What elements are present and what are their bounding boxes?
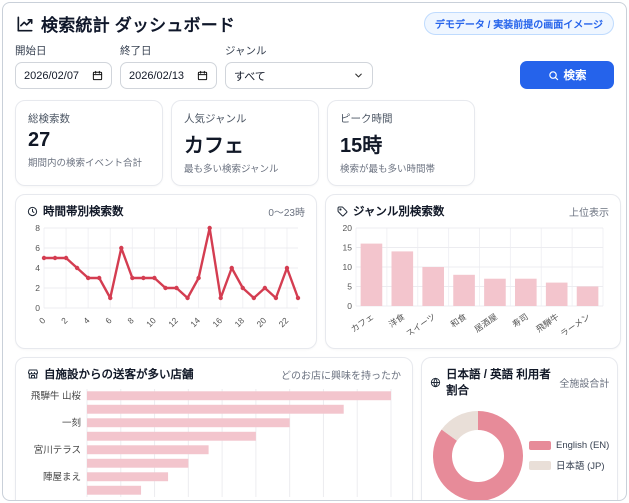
svg-text:洋食: 洋食 bbox=[387, 311, 407, 329]
genre-label: ジャンル bbox=[225, 45, 267, 57]
svg-text:ラーメン: ラーメン bbox=[558, 311, 591, 335]
filter-bar: 開始日 2026/02/07 終了日 2026/02/13 ジャンル すべて bbox=[15, 43, 614, 89]
chevron-down-icon bbox=[353, 70, 364, 81]
stat-card-popular-genre: 人気ジャンル カフェ 最も多い検索ジャンル bbox=[171, 100, 319, 186]
svg-text:20: 20 bbox=[255, 315, 269, 329]
donut-legend-swatch bbox=[529, 441, 551, 450]
svg-text:寿司: 寿司 bbox=[510, 311, 530, 329]
svg-text:2: 2 bbox=[59, 315, 70, 326]
store-icon bbox=[27, 368, 39, 380]
legend-label: 日本語 (JP) bbox=[556, 461, 605, 472]
start-date-input[interactable]: 2026/02/07 bbox=[15, 62, 112, 89]
svg-text:0: 0 bbox=[347, 301, 352, 311]
stat-caption: 検索が最も多い時間帯 bbox=[340, 164, 436, 175]
svg-text:2: 2 bbox=[35, 283, 40, 293]
svg-text:14: 14 bbox=[188, 315, 202, 329]
language-ratio-card: 日本語 / 英語 利用者割合 全施設合計 English (EN) 日本語 (J… bbox=[421, 357, 619, 500]
page-title: 検索統計 ダッシュボード bbox=[41, 16, 236, 35]
tag-icon bbox=[337, 206, 348, 217]
stat-value: 15時 bbox=[340, 135, 383, 157]
chart-subtitle: 上位表示 bbox=[569, 207, 609, 219]
svg-text:飛騨牛 山桜: 飛騨牛 山桜 bbox=[31, 390, 82, 402]
svg-text:宮川テラス: 宮川テラス bbox=[34, 444, 81, 456]
language-donut-chart bbox=[433, 411, 523, 500]
svg-text:6: 6 bbox=[35, 243, 40, 253]
legend-label: English (EN) bbox=[556, 440, 610, 451]
stat-value: 27 bbox=[28, 129, 51, 151]
svg-text:20: 20 bbox=[343, 223, 353, 233]
chart-subtitle: 0〜23時 bbox=[268, 207, 305, 219]
chart-title: ジャンル別検索数 bbox=[353, 206, 445, 218]
svg-text:一刻: 一刻 bbox=[62, 417, 81, 429]
globe-icon bbox=[430, 377, 441, 388]
chart-title: 自施設からの送客が多い店舗 bbox=[44, 369, 194, 381]
start-date-label: 開始日 bbox=[15, 45, 47, 57]
end-date-label: 終了日 bbox=[120, 45, 152, 57]
search-button-label: 検索 bbox=[563, 70, 587, 82]
svg-text:4: 4 bbox=[35, 263, 40, 273]
svg-text:スイーツ: スイーツ bbox=[404, 311, 437, 335]
end-date-input[interactable]: 2026/02/13 bbox=[120, 62, 217, 89]
line-chart-icon bbox=[15, 14, 35, 34]
bottom-row: 自施設からの送客が多い店舗 どのお店に興味を持ったか 0510152025303… bbox=[15, 357, 619, 500]
chart-subtitle: どのお店に興味を持ったか bbox=[281, 370, 401, 382]
stat-caption: 期間内の検索イベント合計 bbox=[28, 158, 143, 169]
legend-item-en: English (EN) bbox=[529, 440, 609, 451]
stat-card-total-searches: 総検索数 27 期間内の検索イベント合計 bbox=[15, 100, 163, 186]
calendar-icon[interactable] bbox=[92, 70, 103, 81]
svg-text:16: 16 bbox=[210, 315, 224, 329]
stat-cards: 総検索数 27 期間内の検索イベント合計 人気ジャンル カフェ 最も多い検索ジャ… bbox=[15, 100, 614, 186]
referral-shops-card: 自施設からの送客が多い店舗 どのお店に興味を持ったか 0510152025303… bbox=[15, 357, 413, 500]
svg-text:0: 0 bbox=[37, 315, 48, 326]
svg-text:15: 15 bbox=[343, 243, 353, 253]
hourly-searches-card: 時間帯別検索数 0〜23時 0 2 4 6 8 10 12 14 16 18 20 22 0 2 4 6 8 bbox=[15, 194, 317, 349]
search-icon bbox=[548, 70, 559, 81]
legend-item-jp: 日本語 (JP) bbox=[529, 458, 609, 472]
svg-text:22: 22 bbox=[277, 315, 291, 329]
svg-text:10: 10 bbox=[343, 262, 353, 272]
chart-title: 時間帯別検索数 bbox=[43, 206, 124, 218]
svg-text:8: 8 bbox=[125, 315, 136, 326]
stat-label: 総検索数 bbox=[28, 113, 70, 125]
start-date-value: 2026/02/07 bbox=[24, 69, 80, 82]
end-date-value: 2026/02/13 bbox=[129, 69, 185, 82]
svg-text:和食: 和食 bbox=[449, 311, 469, 329]
svg-text:0: 0 bbox=[35, 303, 40, 313]
demo-data-badge: デモデータ / 実装前提の画面イメージ bbox=[423, 12, 614, 35]
donut-legend-swatch bbox=[529, 460, 551, 470]
svg-text:12: 12 bbox=[166, 315, 180, 329]
stat-label: ピーク時間 bbox=[340, 113, 393, 125]
clock-icon bbox=[27, 206, 38, 217]
donut-legend: English (EN) 日本語 (JP) bbox=[529, 440, 609, 472]
stat-value: カフェ bbox=[184, 135, 244, 157]
topbar: 検索統計 ダッシュボード デモデータ / 実装前提の画面イメージ bbox=[15, 11, 614, 36]
genre-selected-value: すべて bbox=[234, 70, 266, 83]
svg-text:8: 8 bbox=[35, 223, 40, 233]
charts-row: 時間帯別検索数 0〜23時 0 2 4 6 8 10 12 14 16 18 20 22 0 2 4 6 8 ジ… bbox=[15, 194, 621, 349]
genre-searches-card: ジャンル別検索数 上位表示 0 5 10 15 20 カフェ 洋食 スイーツ 和食 居酒屋 寿司 飛騨… bbox=[325, 194, 621, 349]
stat-label: 人気ジャンル bbox=[184, 113, 247, 125]
stat-caption: 最も多い検索ジャンル bbox=[184, 164, 279, 175]
svg-text:居酒屋: 居酒屋 bbox=[472, 311, 499, 334]
svg-text:18: 18 bbox=[232, 315, 246, 329]
svg-text:4: 4 bbox=[81, 315, 92, 326]
svg-text:10: 10 bbox=[144, 315, 158, 329]
svg-text:陣屋まえ: 陣屋まえ bbox=[43, 471, 81, 483]
stat-card-peak-hour: ピーク時間 15時 検索が最も多い時間帯 bbox=[327, 100, 475, 186]
svg-text:5: 5 bbox=[347, 282, 352, 292]
genre-select[interactable]: すべて bbox=[225, 62, 373, 89]
svg-text:カフェ: カフェ bbox=[349, 311, 376, 334]
chart-subtitle: 全施設合計 bbox=[559, 378, 610, 390]
chart-title: 日本語 / 英語 利用者割合 bbox=[446, 369, 551, 397]
search-button[interactable]: 検索 bbox=[520, 61, 614, 89]
svg-text:6: 6 bbox=[103, 315, 114, 326]
svg-text:飛騨牛: 飛騨牛 bbox=[534, 311, 561, 334]
calendar-icon[interactable] bbox=[197, 70, 208, 81]
